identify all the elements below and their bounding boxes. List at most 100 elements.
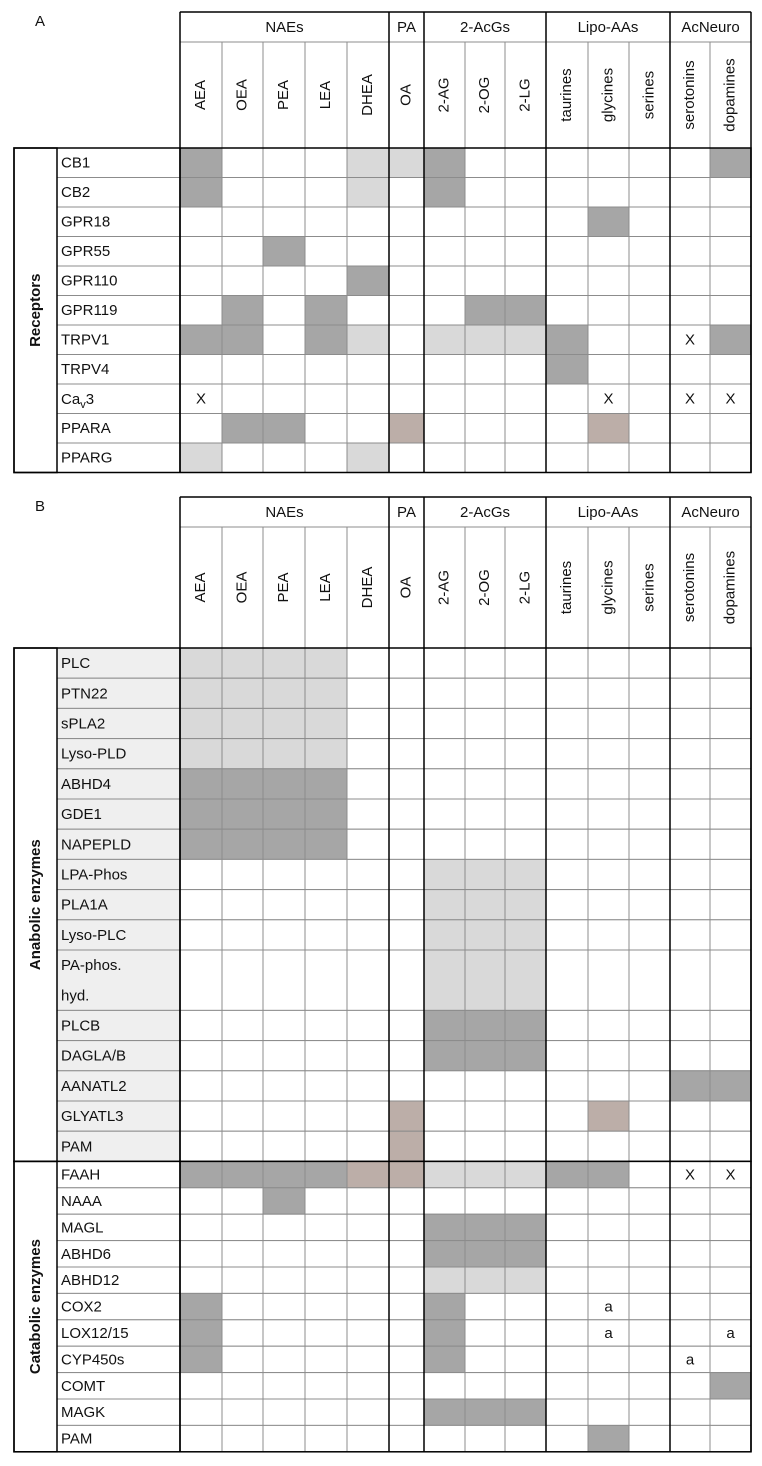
cell-text: X <box>685 391 695 408</box>
cell <box>388 383 425 414</box>
cell <box>709 265 752 296</box>
cell <box>423 354 466 385</box>
cell <box>587 798 630 830</box>
cell <box>304 383 348 414</box>
cell <box>709 1130 752 1162</box>
cell <box>587 177 630 208</box>
cell <box>388 1213 425 1242</box>
cell <box>262 1266 306 1294</box>
group-name: PA <box>397 504 416 521</box>
cell <box>179 858 223 891</box>
column-name: 2-AG <box>435 77 452 112</box>
cell <box>669 1292 711 1321</box>
cell <box>628 1009 671 1042</box>
cell <box>262 738 306 770</box>
cell <box>669 1266 711 1294</box>
cell <box>304 206 348 237</box>
cell <box>346 354 390 385</box>
cell <box>669 738 711 770</box>
cell <box>504 738 547 770</box>
cell <box>346 177 390 208</box>
section-label-cell <box>13 147 58 474</box>
cell <box>423 1240 466 1268</box>
group-header <box>545 496 671 528</box>
row-name: TRPV1 <box>61 332 109 349</box>
cell <box>669 1040 711 1072</box>
cell <box>179 1040 223 1072</box>
cell <box>669 798 711 830</box>
cell <box>709 677 752 709</box>
row-name-cell <box>56 1213 181 1242</box>
column-name: DHEA <box>359 567 376 609</box>
cell <box>709 1424 752 1453</box>
cell <box>464 354 506 385</box>
row-name: FAAH <box>61 1167 100 1184</box>
cell <box>669 147 711 178</box>
cell <box>628 798 671 830</box>
cell <box>628 206 671 237</box>
column-name: 2-LG <box>516 571 533 604</box>
cell <box>221 1160 264 1189</box>
cell <box>262 354 306 385</box>
cell <box>221 1266 264 1294</box>
cell <box>179 919 223 951</box>
row-name: hyd. <box>61 987 89 1004</box>
cell <box>504 1187 547 1215</box>
cell <box>464 265 506 296</box>
cell <box>221 383 264 414</box>
cell <box>304 324 348 355</box>
cell <box>179 413 223 444</box>
cell <box>262 442 306 473</box>
row-name: GPR119 <box>61 302 117 319</box>
cell <box>587 828 630 860</box>
cell <box>628 236 671 267</box>
row-name-cell <box>56 1398 181 1426</box>
cell <box>304 1345 348 1374</box>
cell <box>669 1372 711 1400</box>
cell <box>709 147 752 178</box>
cell <box>221 889 264 921</box>
cell <box>504 1130 547 1162</box>
cell <box>388 206 425 237</box>
column-name: DHEA <box>359 74 376 116</box>
cell-text: a <box>604 1299 613 1316</box>
cell <box>221 442 264 473</box>
row-name-cell <box>56 1424 181 1453</box>
cell <box>709 1187 752 1215</box>
section-label-cell <box>13 1160 58 1453</box>
cell <box>179 1100 223 1132</box>
cell <box>346 647 390 679</box>
cell <box>504 1070 547 1102</box>
cell <box>346 1292 390 1321</box>
cell <box>179 1292 223 1321</box>
cell <box>221 1100 264 1132</box>
row-name-cell <box>56 442 181 473</box>
cell <box>179 206 223 237</box>
cell <box>464 647 506 679</box>
cell <box>669 236 711 267</box>
section-label: Receptors <box>27 274 44 347</box>
row-name: AANATL2 <box>61 1078 127 1095</box>
cell <box>221 1009 264 1042</box>
cell <box>504 147 547 178</box>
cell <box>388 1160 425 1189</box>
cell <box>388 1070 425 1102</box>
cell <box>388 1345 425 1374</box>
cell <box>346 707 390 740</box>
group-name: Lipo-AAs <box>578 504 639 521</box>
cell <box>179 677 223 709</box>
cell <box>221 1319 264 1347</box>
cell <box>388 707 425 740</box>
cell <box>464 206 506 237</box>
cell <box>587 1070 630 1102</box>
row-name: COX2 <box>61 1299 102 1316</box>
cell <box>179 828 223 860</box>
cell <box>504 1292 547 1321</box>
group-name: NAEs <box>265 19 303 36</box>
cell <box>545 828 589 860</box>
cell <box>669 177 711 208</box>
cell <box>346 1187 390 1215</box>
cell <box>179 1424 223 1453</box>
cell <box>388 1100 425 1132</box>
cell <box>628 949 671 1011</box>
